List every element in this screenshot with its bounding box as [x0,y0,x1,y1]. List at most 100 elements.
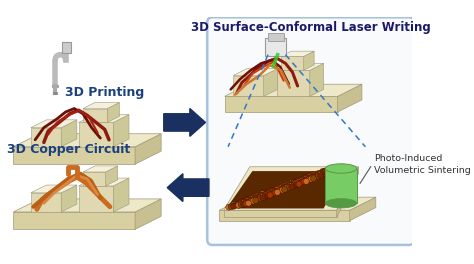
Circle shape [272,188,278,195]
Circle shape [248,199,254,205]
Polygon shape [227,171,343,209]
Circle shape [298,179,304,185]
Polygon shape [310,63,324,96]
Circle shape [301,176,307,182]
Circle shape [246,200,252,206]
Circle shape [318,173,324,179]
Circle shape [291,180,297,186]
Polygon shape [13,147,135,164]
Circle shape [260,195,266,201]
Circle shape [289,181,294,187]
Polygon shape [61,120,77,147]
FancyArrow shape [167,174,209,201]
Circle shape [233,201,239,208]
Circle shape [289,182,295,188]
Polygon shape [13,199,161,212]
Circle shape [318,172,324,178]
Circle shape [226,204,232,210]
Circle shape [308,173,314,180]
Circle shape [240,201,246,207]
Circle shape [308,176,314,182]
Circle shape [240,199,246,205]
FancyBboxPatch shape [268,33,284,41]
Text: Photo-Induced
Volumetric Sintering: Photo-Induced Volumetric Sintering [374,154,471,175]
Circle shape [293,180,300,186]
Circle shape [262,193,268,199]
Circle shape [320,170,326,176]
Polygon shape [233,69,278,76]
Circle shape [266,188,273,194]
Circle shape [243,198,249,204]
Circle shape [289,184,295,190]
Polygon shape [219,210,350,221]
Circle shape [264,192,271,199]
Circle shape [253,196,259,202]
Circle shape [286,182,292,188]
Circle shape [320,171,326,177]
Polygon shape [219,197,376,210]
Circle shape [250,195,256,201]
Circle shape [252,195,258,201]
Circle shape [291,182,297,188]
Polygon shape [277,63,324,70]
Polygon shape [79,178,129,186]
Circle shape [298,178,304,184]
Circle shape [245,199,251,205]
Circle shape [279,187,285,193]
Circle shape [303,178,310,184]
Polygon shape [224,210,337,217]
Circle shape [303,176,309,182]
Circle shape [269,189,275,195]
Polygon shape [83,172,106,186]
Bar [62,43,71,53]
Circle shape [296,181,302,187]
Circle shape [312,171,319,177]
Polygon shape [337,167,358,217]
Polygon shape [79,186,113,212]
Circle shape [245,196,251,202]
Polygon shape [31,193,61,212]
Circle shape [322,168,328,174]
Circle shape [315,171,321,177]
Circle shape [274,189,281,195]
Circle shape [327,167,333,173]
Circle shape [262,192,268,198]
Circle shape [296,178,302,185]
Circle shape [269,190,275,196]
Circle shape [236,201,242,207]
Circle shape [329,167,336,173]
Circle shape [339,164,346,171]
Circle shape [283,183,290,190]
Circle shape [332,167,338,173]
Circle shape [293,179,299,185]
Circle shape [257,195,264,201]
Circle shape [236,202,242,208]
Circle shape [283,182,290,188]
Circle shape [281,184,287,190]
Circle shape [306,177,311,183]
Polygon shape [224,167,358,210]
Polygon shape [281,51,314,56]
Circle shape [282,185,287,191]
Circle shape [282,187,288,193]
Polygon shape [31,128,61,147]
Polygon shape [31,185,77,193]
Circle shape [305,175,311,181]
Circle shape [230,202,237,208]
Circle shape [264,190,270,196]
Polygon shape [277,70,310,96]
Circle shape [286,184,292,190]
Circle shape [267,192,273,198]
Circle shape [325,169,331,175]
Circle shape [315,173,321,179]
Circle shape [240,200,246,206]
Circle shape [310,173,316,179]
Polygon shape [264,69,278,96]
Circle shape [286,183,292,189]
Text: 3D Copper Circuit: 3D Copper Circuit [7,143,130,156]
Circle shape [288,180,294,186]
Polygon shape [107,102,119,122]
Circle shape [247,197,254,203]
Circle shape [255,193,261,199]
Circle shape [274,187,280,193]
